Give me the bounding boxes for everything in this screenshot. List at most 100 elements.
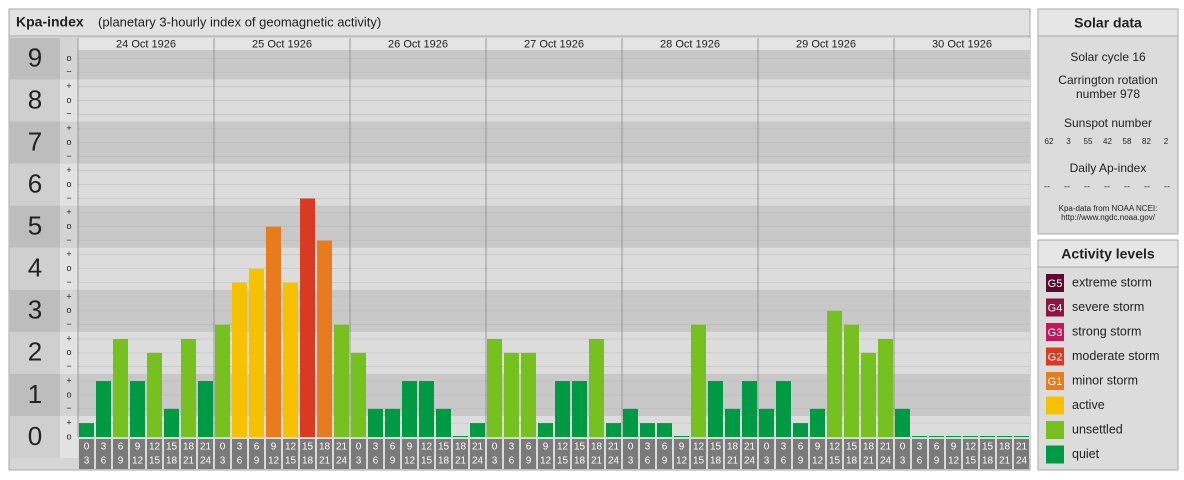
carrington: number 978 bbox=[1076, 87, 1140, 101]
hour-box bbox=[147, 439, 162, 469]
legend-swatch bbox=[1046, 372, 1064, 390]
ap-value: -- bbox=[1104, 181, 1110, 191]
hour-end: 18 bbox=[982, 456, 994, 467]
minor-band bbox=[60, 373, 78, 416]
hour-box bbox=[963, 439, 978, 469]
hour-end: 3 bbox=[764, 456, 770, 467]
label-band bbox=[10, 289, 60, 332]
y-minor-label: o bbox=[66, 389, 71, 399]
legend-badge: G1 bbox=[1048, 376, 1063, 388]
ap-value: -- bbox=[1044, 181, 1050, 191]
minor-band bbox=[60, 163, 78, 206]
bar bbox=[266, 226, 281, 437]
bar bbox=[606, 423, 621, 437]
y-minor-label: + bbox=[66, 333, 71, 343]
legend-badge: G5 bbox=[1048, 278, 1063, 290]
hour-box bbox=[334, 439, 349, 469]
legend-label: moderate storm bbox=[1072, 349, 1160, 363]
bar bbox=[589, 338, 604, 437]
hour-start: 18 bbox=[319, 442, 331, 453]
hour-box bbox=[79, 439, 94, 469]
day-header bbox=[78, 38, 214, 50]
hour-start: 6 bbox=[390, 442, 396, 453]
y-minor-label: o bbox=[66, 179, 71, 189]
hour-end: 18 bbox=[710, 456, 722, 467]
ap-value: -- bbox=[1084, 181, 1090, 191]
legend-swatch bbox=[1046, 298, 1064, 317]
carrington: Carrington rotation bbox=[1058, 73, 1157, 87]
minor-band bbox=[60, 289, 78, 332]
bar bbox=[674, 436, 689, 437]
minor-band bbox=[60, 247, 78, 290]
hour-start: 12 bbox=[421, 442, 433, 453]
hour-end: 12 bbox=[948, 456, 960, 467]
hour-box bbox=[759, 439, 774, 469]
hour-box bbox=[521, 439, 536, 469]
y-minor-label: − bbox=[66, 151, 71, 161]
y-minor-label: − bbox=[66, 109, 71, 119]
sunspot-value: 55 bbox=[1084, 137, 1093, 146]
hour-start: 15 bbox=[166, 442, 178, 453]
hour-box bbox=[470, 439, 485, 469]
hour-end: 12 bbox=[676, 456, 688, 467]
minor-band bbox=[60, 79, 78, 122]
hour-end: 12 bbox=[812, 456, 824, 467]
hour-end: 18 bbox=[574, 456, 586, 467]
hour-end: 24 bbox=[744, 456, 756, 467]
hour-start: 9 bbox=[407, 442, 413, 453]
hour-start: 18 bbox=[591, 442, 603, 453]
bar bbox=[232, 282, 247, 437]
hour-box bbox=[487, 439, 502, 469]
bar bbox=[487, 338, 502, 437]
y-minor-label: + bbox=[66, 165, 71, 175]
hour-end: 24 bbox=[336, 456, 348, 467]
legend-header bbox=[1037, 239, 1179, 268]
hour-box bbox=[572, 439, 587, 469]
hour-end: 24 bbox=[608, 456, 620, 467]
y-minor-label: − bbox=[66, 193, 71, 203]
hour-start: 6 bbox=[254, 442, 260, 453]
day-label: 25 Oct 1926 bbox=[252, 38, 312, 50]
hour-box bbox=[538, 439, 553, 469]
hour-box bbox=[793, 439, 808, 469]
hour-start: 6 bbox=[798, 442, 804, 453]
solar-header bbox=[1037, 8, 1179, 37]
bar bbox=[555, 381, 570, 437]
bar bbox=[79, 423, 94, 437]
y-tick-label: 3 bbox=[28, 295, 42, 325]
hour-start: 21 bbox=[336, 442, 348, 453]
hour-start: 0 bbox=[900, 442, 906, 453]
bar bbox=[742, 381, 757, 437]
hour-box bbox=[827, 439, 842, 469]
y-tick-label: 8 bbox=[28, 84, 42, 114]
hour-start: 9 bbox=[815, 442, 821, 453]
hour-end: 18 bbox=[166, 456, 178, 467]
legend-label: extreme storm bbox=[1072, 275, 1152, 289]
day-header bbox=[622, 38, 758, 50]
y-minor-label: + bbox=[66, 291, 71, 301]
hour-start: 0 bbox=[84, 442, 90, 453]
bar bbox=[96, 381, 111, 437]
legend-title: Activity levels bbox=[1061, 246, 1155, 262]
hour-end: 9 bbox=[526, 456, 532, 467]
sunspot-value: 2 bbox=[1164, 137, 1169, 146]
legend-label: unsettled bbox=[1072, 422, 1123, 436]
legend-swatch bbox=[1046, 396, 1064, 415]
hour-start: 15 bbox=[302, 442, 314, 453]
hour-start: 21 bbox=[744, 442, 756, 453]
legend-label: minor storm bbox=[1072, 373, 1138, 387]
bar bbox=[844, 324, 859, 437]
hour-end: 9 bbox=[390, 456, 396, 467]
y-minor-label: o bbox=[66, 53, 71, 63]
hour-end: 21 bbox=[455, 456, 467, 467]
hour-start: 15 bbox=[982, 442, 994, 453]
hour-box bbox=[657, 439, 672, 469]
y-minor-label: + bbox=[66, 417, 71, 427]
bar bbox=[827, 310, 842, 437]
chart-subtitle: (planetary 3-hourly index of geomagnetic… bbox=[98, 14, 381, 29]
hour-end: 18 bbox=[438, 456, 450, 467]
hour-box bbox=[317, 439, 332, 469]
hour-box bbox=[725, 439, 740, 469]
hour-start: 9 bbox=[543, 442, 549, 453]
y-minor-label: − bbox=[66, 235, 71, 245]
